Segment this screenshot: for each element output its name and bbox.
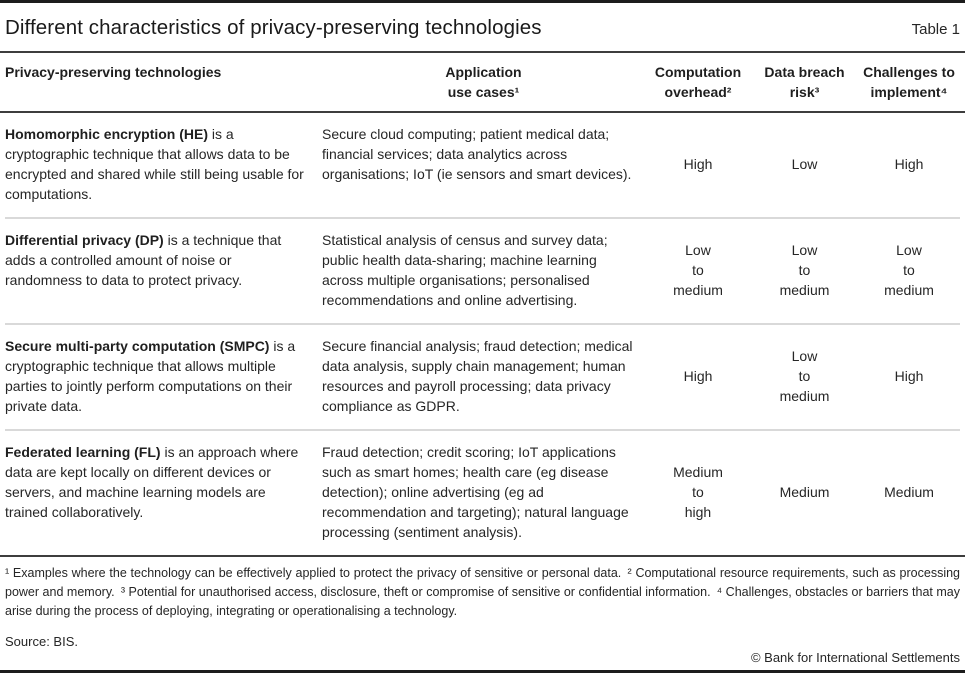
- table-header-row: Privacy-preserving technologies Applicat…: [0, 53, 965, 111]
- col-header-challenges: Challenges to implement⁴: [863, 64, 955, 100]
- technology-cell: Federated learning (FL) is an approach w…: [5, 431, 322, 555]
- table-body: Homomorphic encryption (HE) is a cryptog…: [0, 113, 965, 555]
- challenges-value: High: [894, 368, 924, 384]
- use-cases-cell: Fraud detection; credit scoring; IoT app…: [322, 444, 629, 540]
- computation-overhead-value: Low to medium: [673, 242, 723, 298]
- use-cases-cell: Secure financial analysis; fraud detecti…: [322, 338, 633, 414]
- data-breach-risk-value: Low: [791, 156, 818, 172]
- table-bottom-rule: [0, 555, 965, 557]
- table-number-label: Table 1: [911, 21, 960, 38]
- computation-overhead-value: High: [683, 156, 713, 172]
- table-row-homomorphic-encryption: Homomorphic encryption (HE) is a cryptog…: [5, 113, 960, 217]
- technology-term: Federated learning (FL): [5, 444, 161, 460]
- challenges-value: Low to medium: [884, 242, 934, 298]
- page-title: Different characteristics of privacy-pre…: [5, 16, 542, 39]
- challenges-value: High: [894, 156, 924, 172]
- data-breach-risk-value: Medium: [779, 484, 830, 500]
- technology-cell: Secure multi-party computation (SMPC) is…: [5, 325, 322, 429]
- header-divider-rule: [0, 111, 965, 113]
- col-header-technologies: Privacy-preserving technologies: [5, 64, 222, 80]
- technology-cell: Homomorphic encryption (HE) is a cryptog…: [5, 113, 322, 217]
- data-breach-risk-value: Low to medium: [779, 348, 830, 404]
- technology-definition: is a cryptographic technique that allows…: [5, 126, 304, 202]
- technology-cell: Differential privacy (DP) is a technique…: [5, 219, 322, 323]
- title-divider-rule: [0, 51, 965, 53]
- col-header-data-breach-risk: Data breach risk³: [764, 64, 845, 100]
- technology-definition: is an approach where data are kept local…: [5, 444, 299, 520]
- technology-definition: is a cryptographic technique that allows…: [5, 338, 296, 414]
- technology-term: Differential privacy (DP): [5, 232, 164, 248]
- col-header-computation-overhead: Computation overhead²: [654, 64, 742, 100]
- top-rule: [0, 0, 965, 3]
- technology-term: Secure multi-party computation (SMPC): [5, 338, 270, 354]
- title-row: Different characteristics of privacy-pre…: [0, 3, 965, 51]
- computation-overhead-value: Medium to high: [673, 464, 723, 520]
- table-row-differential-privacy: Differential privacy (DP) is a technique…: [5, 217, 960, 323]
- col-header-use-cases: Application use cases¹: [445, 64, 522, 100]
- footnotes-text: ¹ Examples where the technology can be e…: [5, 566, 960, 618]
- table-row-federated-learning: Federated learning (FL) is an approach w…: [5, 429, 960, 555]
- use-cases-cell: Statistical analysis of census and surve…: [322, 232, 608, 308]
- use-cases-cell: Secure cloud computing; patient medical …: [322, 126, 632, 182]
- notes-section: ¹ Examples where the technology can be e…: [0, 564, 965, 649]
- bottom-rule: [0, 670, 965, 673]
- copyright-text: © Bank for International Settlements: [750, 650, 960, 665]
- data-breach-risk-value: Low to medium: [779, 242, 830, 298]
- source-text: Source: BIS.: [5, 634, 78, 649]
- technology-definition: is a technique that adds a controlled am…: [5, 232, 282, 288]
- challenges-value: Medium: [884, 484, 934, 500]
- technology-term: Homomorphic encryption (HE): [5, 126, 209, 142]
- table-row-secure-multiparty-computation: Secure multi-party computation (SMPC) is…: [5, 323, 960, 429]
- computation-overhead-value: High: [683, 368, 713, 384]
